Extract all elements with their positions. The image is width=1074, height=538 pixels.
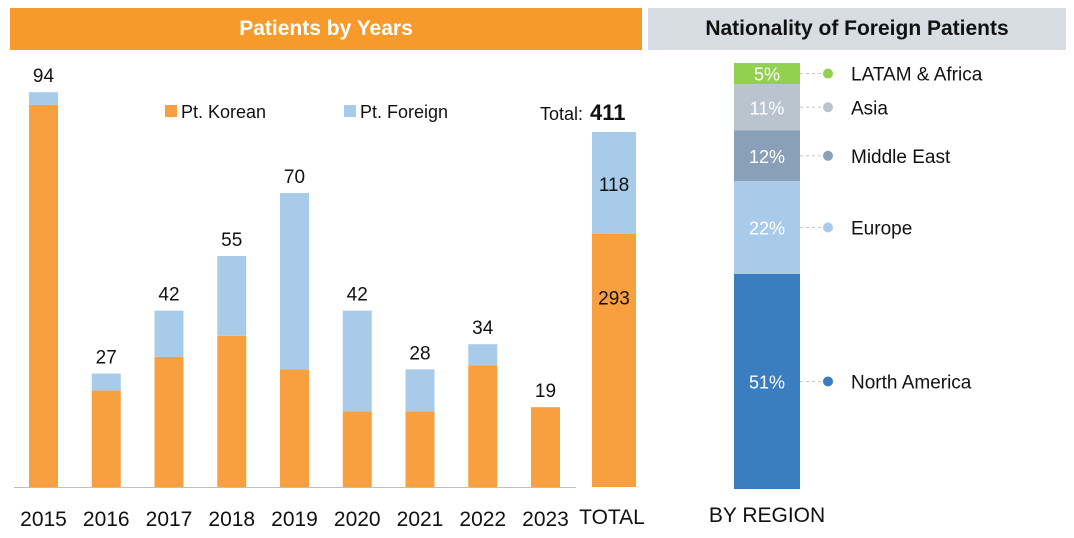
bar-korean-2022 <box>468 365 498 487</box>
year-label-2017: 2017 <box>146 508 193 531</box>
region-dot-middle-east <box>823 150 833 161</box>
bar-foreign-2019 <box>280 193 309 370</box>
region-segment-north-america <box>734 273 800 489</box>
region-dot-latam-africa <box>823 68 833 79</box>
bar-korean-2016 <box>91 390 121 487</box>
total-caption: Total: <box>540 104 583 124</box>
region-label-latam-africa: LATAM & Africa <box>851 65 983 86</box>
year-label-2015: 2015 <box>20 508 67 531</box>
bar-korean-2021 <box>405 411 435 487</box>
region-label-north-america: North America <box>851 372 972 393</box>
region-category-label: BY REGION <box>709 504 825 527</box>
year-label-2020: 2020 <box>334 508 381 531</box>
region-dot-asia <box>823 102 833 113</box>
region-pct-europe: 22% <box>749 218 785 238</box>
region-segment-middle-east <box>734 130 800 182</box>
bar-korean-2023 <box>531 407 560 487</box>
region-pct-north-america: 51% <box>749 372 785 392</box>
total-label-2018: 55 <box>221 230 242 251</box>
total-label-2020: 42 <box>347 285 368 306</box>
bar-foreign-2015 <box>29 92 58 105</box>
bar-foreign-2021 <box>405 369 435 412</box>
total-label-2021: 28 <box>409 343 430 364</box>
region-label-europe: Europe <box>851 218 912 239</box>
legend-korean-label: Pt. Korean <box>181 102 266 122</box>
total-bar-korean <box>592 233 636 487</box>
patients-by-years-title: Patients by Years <box>239 17 413 40</box>
total-label-2023: 19 <box>535 381 556 402</box>
total-label-2022: 34 <box>472 318 494 339</box>
bar-korean-2017 <box>154 356 184 487</box>
region-segment-europe <box>734 181 800 274</box>
bar-foreign-2022 <box>468 344 498 366</box>
total-label-2016: 27 <box>96 348 117 369</box>
legend-korean-swatch <box>165 105 177 117</box>
year-label-2023: 2023 <box>522 508 569 531</box>
bar-korean-2015 <box>29 104 58 488</box>
legend-foreign-label: Pt. Foreign <box>360 102 448 122</box>
bar-korean-2019 <box>280 369 309 487</box>
region-dot-europe <box>823 222 833 233</box>
total-korean-value: 293 <box>598 288 630 309</box>
total-label-2015: 94 <box>33 66 55 87</box>
region-segment-latam-africa <box>734 63 800 85</box>
nationality-header: Nationality of Foreign Patients <box>648 8 1066 50</box>
region-pct-middle-east: 12% <box>749 147 785 167</box>
patients-by-years-header: Patients by Years <box>10 8 642 50</box>
bar-korean-2018 <box>217 335 247 487</box>
total-bar-foreign <box>592 132 636 234</box>
year-label-2016: 2016 <box>83 508 130 531</box>
total-label-2019: 70 <box>284 167 305 188</box>
total-sum-value: 411 <box>590 100 626 125</box>
region-pct-latam-africa: 5% <box>754 65 780 85</box>
year-label-2021: 2021 <box>397 508 444 531</box>
bar-korean-2020 <box>342 411 372 487</box>
year-label-2019: 2019 <box>271 508 318 531</box>
region-dot-north-america <box>823 376 833 387</box>
region-segment-asia <box>734 84 800 131</box>
bar-foreign-2016 <box>91 373 121 391</box>
bar-foreign-2020 <box>342 310 372 412</box>
region-pct-asia: 11% <box>750 98 785 118</box>
bar-foreign-2018 <box>217 256 247 336</box>
legend-foreign-swatch <box>344 105 356 117</box>
bar-foreign-2017 <box>154 310 184 357</box>
year-label-2022: 2022 <box>459 508 506 531</box>
year-label-2018: 2018 <box>208 508 255 531</box>
total-category-label: TOTAL <box>579 506 645 529</box>
region-label-asia: Asia <box>851 98 888 119</box>
nationality-title: Nationality of Foreign Patients <box>705 17 1009 40</box>
total-label-2017: 42 <box>158 285 179 306</box>
total-foreign-value: 118 <box>599 175 629 196</box>
region-label-middle-east: Middle East <box>851 147 951 168</box>
